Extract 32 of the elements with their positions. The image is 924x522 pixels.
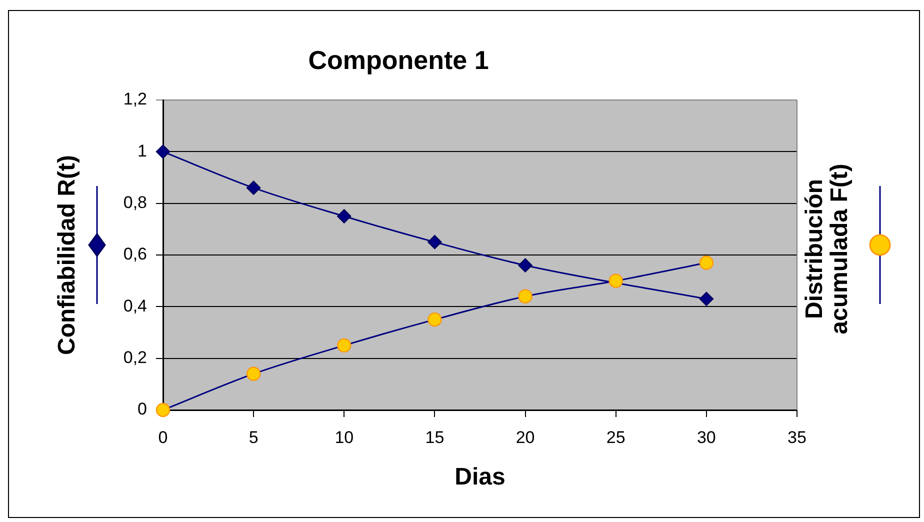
point <box>518 258 532 272</box>
y-tick-label: 1 <box>138 141 147 160</box>
y-tick-label: 0,8 <box>123 193 147 212</box>
point <box>246 366 261 381</box>
point <box>337 338 352 353</box>
point <box>518 289 532 304</box>
x-tick-label: 25 <box>606 428 626 447</box>
y-tick-label: 0,2 <box>123 348 147 368</box>
point <box>428 234 442 250</box>
x-tick-label: 30 <box>696 428 716 447</box>
point <box>428 312 442 327</box>
y2-axis-title: Distribución acumulada F(t) <box>801 164 854 334</box>
point <box>699 256 714 270</box>
x-tick-label: 15 <box>425 428 444 447</box>
x-tick-label: 10 <box>334 428 354 447</box>
point <box>156 402 170 418</box>
x-tick-label: 5 <box>248 428 258 447</box>
point <box>156 144 170 159</box>
y-tick-label: 0,4 <box>123 296 147 316</box>
y-tick-label: 0 <box>138 400 147 419</box>
y-tick-label: 1,2 <box>123 90 147 109</box>
point <box>608 274 623 288</box>
x-tick-label: 0 <box>158 428 168 447</box>
y-tick-label: 0,6 <box>123 244 147 264</box>
point <box>699 292 714 306</box>
x-tick-label: 20 <box>516 428 535 447</box>
point <box>337 209 352 224</box>
x-axis-title: Dias <box>454 464 506 491</box>
y-axis-title: Confiabilidad R(t) <box>54 155 81 355</box>
chart-title: Componente 1 <box>308 44 489 75</box>
point <box>246 180 261 195</box>
x-tick-label: 35 <box>788 428 806 447</box>
